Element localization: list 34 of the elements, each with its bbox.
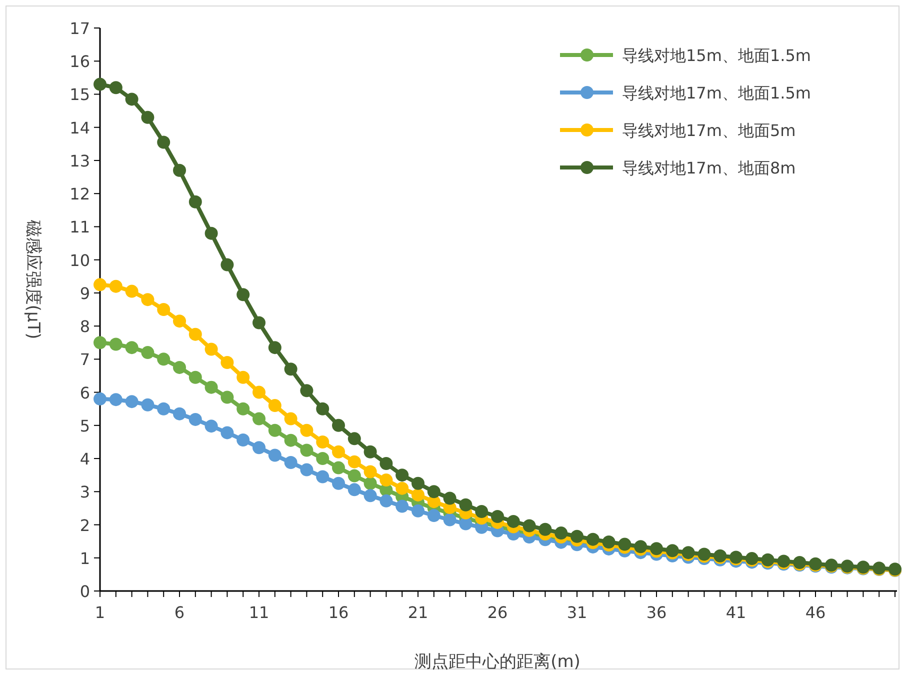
y-tick-label: 3 bbox=[80, 482, 90, 502]
x-tick-label: 41 bbox=[726, 603, 746, 622]
y-tick-label: 7 bbox=[80, 350, 90, 370]
x-tick-label: 1 bbox=[94, 603, 106, 622]
y-tick-label: 14 bbox=[70, 118, 90, 138]
x-tick-label: 21 bbox=[408, 603, 428, 622]
y-tick-label: 1 bbox=[80, 548, 90, 568]
legend-label: 导线对地15m、地面1.5m bbox=[622, 46, 811, 65]
y-tick-label: 6 bbox=[80, 383, 90, 402]
y-tick-label: 2 bbox=[80, 516, 90, 535]
x-tick-label: 31 bbox=[566, 603, 588, 622]
y-tick-label: 17 bbox=[70, 19, 90, 38]
y-tick-label: 16 bbox=[70, 52, 90, 72]
y-axis-title: 磁感应强度(μT) bbox=[23, 218, 43, 340]
x-axis-title: 测点距中心的距离(m) bbox=[414, 652, 580, 672]
y-tick-label: 9 bbox=[80, 284, 90, 303]
x-tick-label: 26 bbox=[487, 603, 508, 622]
y-tick-label: 11 bbox=[70, 218, 90, 237]
y-tick-label: 8 bbox=[80, 317, 90, 336]
x-tick-label: 16 bbox=[328, 603, 349, 622]
x-tick-label: 46 bbox=[805, 603, 826, 622]
y-tick-label: 0 bbox=[80, 582, 90, 601]
legend-label: 导线对地17m、地面5m bbox=[622, 121, 796, 140]
legend-label: 导线对地17m、地面8m bbox=[622, 158, 796, 178]
y-tick-label: 4 bbox=[80, 450, 90, 469]
x-tick-label: 36 bbox=[646, 603, 667, 622]
y-tick-label: 12 bbox=[70, 184, 90, 204]
y-tick-label: 5 bbox=[80, 416, 90, 436]
legend-label: 导线对地17m、地面1.5m bbox=[622, 84, 811, 102]
x-tick-label: 11 bbox=[248, 603, 270, 622]
y-tick-label: 10 bbox=[70, 250, 90, 270]
y-tick-label: 15 bbox=[70, 85, 90, 104]
y-tick-label: 13 bbox=[70, 151, 90, 170]
x-tick-label: 6 bbox=[174, 603, 185, 622]
